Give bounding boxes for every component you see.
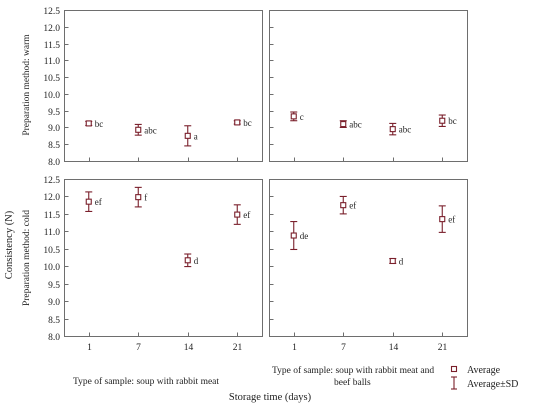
legend-average-label: Average — [467, 365, 501, 376]
point-label: f — [144, 193, 147, 203]
panel-frame — [64, 179, 263, 337]
mean-point — [184, 257, 191, 264]
mean-point — [290, 232, 297, 239]
y-tick-label: 10.5 — [43, 74, 60, 84]
mean-point — [135, 194, 142, 201]
mean-point — [290, 113, 297, 120]
column-title-beef-balls-line2: beef balls — [334, 377, 371, 388]
y-axis-title: Consistency (N) — [4, 210, 15, 279]
y-tick-label: 8.0 — [48, 333, 60, 343]
mean-point — [439, 216, 446, 223]
x-axis-title: Storage time (days) — [229, 392, 312, 403]
mean-point — [340, 202, 347, 209]
mean-point — [85, 120, 92, 127]
point-label: d — [399, 256, 404, 266]
panel-frame — [64, 10, 263, 162]
y-tick-label: 11.0 — [44, 228, 61, 238]
point-label: d — [194, 256, 199, 266]
y-tick-label: 11.0 — [44, 57, 61, 67]
x-tick-label: 21 — [438, 343, 448, 353]
y-tick-label: 12.0 — [43, 193, 60, 203]
point-label: bc — [243, 118, 252, 128]
panel-frame — [269, 10, 468, 162]
legend-sd-marker — [451, 376, 457, 390]
y-tick-label: 8.5 — [48, 316, 60, 326]
y-tick-label: 11.5 — [44, 41, 61, 51]
y-tick-label: 11.5 — [44, 211, 61, 221]
row-title-cold: Preparation method: cold — [22, 210, 32, 306]
y-tick-label: 9.0 — [48, 124, 60, 134]
y-tick-label: 12.0 — [43, 24, 60, 34]
point-label: ef — [95, 197, 102, 207]
point-label: a — [194, 131, 198, 141]
column-title-beef-balls-line1: Type of sample: soup with rabbit meat an… — [272, 365, 434, 376]
point-label: c — [300, 112, 304, 122]
chart-axes: 8.0 8.5 9.0 9.5 10.0 10.5 11.0 11.5 12.0 12.5 8.0 8… — [43, 7, 468, 353]
y-tick-label: 8.5 — [48, 141, 60, 151]
mean-point — [85, 198, 92, 205]
mean-point — [135, 126, 142, 133]
y-tick-label: 12.5 — [43, 176, 60, 186]
point-label: de — [300, 231, 309, 241]
y-tick-label: 9.0 — [48, 298, 60, 308]
x-tick-label: 1 — [292, 343, 297, 353]
y-tick-label: 10.0 — [43, 91, 60, 101]
legend: Average Average±SD — [450, 365, 518, 390]
x-tick-label: 1 — [87, 343, 92, 353]
x-tick-label: 7 — [136, 343, 141, 353]
panel-frame — [269, 179, 468, 337]
point-label: bc — [95, 119, 104, 129]
legend-average-marker — [450, 365, 458, 373]
y-tick-label: 10.5 — [43, 246, 60, 256]
point-label: ef — [349, 201, 356, 211]
legend-sd-label: Average±SD — [467, 379, 518, 390]
mean-point — [234, 119, 241, 126]
y-tick-label: 9.5 — [48, 108, 60, 118]
point-label: abc — [349, 120, 362, 130]
y-tick-label: 10.0 — [43, 263, 60, 273]
point-label: bc — [448, 116, 457, 126]
x-tick-label: 14 — [184, 343, 194, 353]
y-tick-label: 9.5 — [48, 281, 60, 291]
mean-point — [439, 117, 446, 124]
mean-point — [389, 126, 396, 133]
mean-point — [184, 132, 191, 139]
mean-point — [234, 211, 241, 218]
row-title-warm: Preparation method: warm — [22, 34, 32, 136]
mean-point — [340, 121, 347, 128]
y-tick-label: 12.5 — [43, 7, 60, 17]
y-tick-label: 8.0 — [48, 158, 60, 168]
point-label: abc — [399, 125, 412, 135]
x-tick-label: 21 — [233, 343, 243, 353]
x-tick-label: 7 — [341, 343, 346, 353]
x-tick-label: 14 — [389, 343, 399, 353]
point-label: abc — [144, 125, 157, 135]
mean-point — [389, 257, 396, 265]
column-title-rabbit-meat: Type of sample: soup with rabbit meat — [73, 376, 219, 387]
point-label: ef — [448, 215, 455, 225]
point-label: ef — [243, 210, 250, 220]
